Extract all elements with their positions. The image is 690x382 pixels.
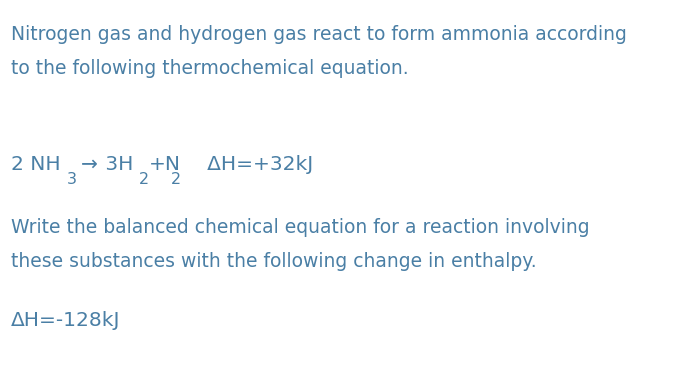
Text: +N: +N (148, 155, 181, 174)
Text: these substances with the following change in enthalpy.: these substances with the following chan… (11, 252, 536, 271)
Text: Write the balanced chemical equation for a reaction involving: Write the balanced chemical equation for… (11, 218, 589, 237)
Text: →: → (81, 155, 98, 174)
Text: 2: 2 (139, 172, 148, 187)
Text: 2: 2 (171, 172, 181, 187)
Text: ΔH=-128kJ: ΔH=-128kJ (11, 311, 120, 330)
Text: 2 NH: 2 NH (11, 155, 61, 174)
Text: ΔH=+32kJ: ΔH=+32kJ (188, 155, 313, 174)
Text: Nitrogen gas and hydrogen gas react to form ammonia according: Nitrogen gas and hydrogen gas react to f… (11, 25, 627, 44)
Text: 3H: 3H (99, 155, 134, 174)
Text: 3: 3 (66, 172, 77, 187)
Text: to the following thermochemical equation.: to the following thermochemical equation… (11, 59, 408, 78)
